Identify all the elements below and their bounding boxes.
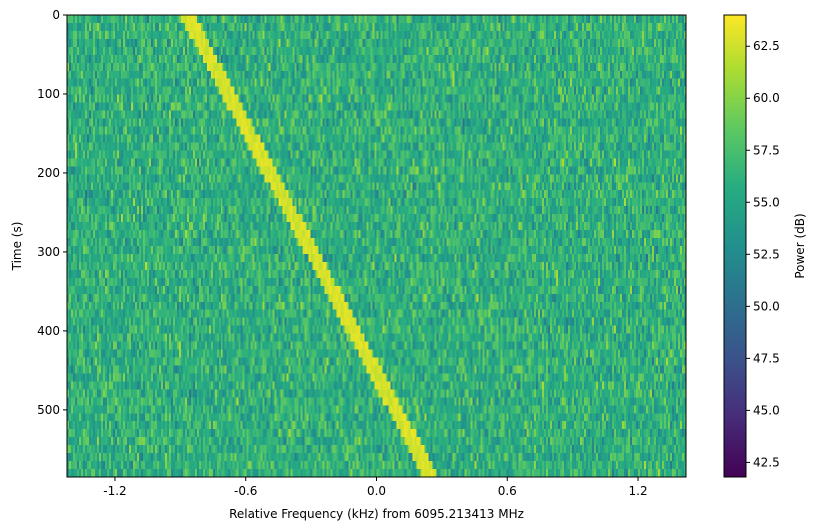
colorbar-tick-label: 42.5 — [753, 455, 780, 469]
y-axis: 0 100 200 300 400 500 — [37, 8, 67, 417]
colorbar-tick-label: 45.0 — [753, 403, 780, 417]
y-tick-label: 400 — [37, 324, 60, 338]
colorbar-tick-label: 47.5 — [753, 351, 780, 365]
colorbar-tick-label: 62.5 — [753, 39, 780, 53]
y-tick-label: 300 — [37, 245, 60, 259]
y-tick-label: 200 — [37, 166, 60, 180]
colorbar-tick-label: 50.0 — [753, 299, 780, 313]
x-tick-label: 1.2 — [629, 484, 648, 498]
x-axis: -1.2 -0.6 0.0 0.6 1.2 — [103, 477, 648, 498]
x-tick-label: -0.6 — [234, 484, 257, 498]
heatmap-cells — [67, 15, 686, 477]
colorbar-tick-label: 57.5 — [753, 143, 780, 157]
y-tick-label: 100 — [37, 87, 60, 101]
x-tick-label: 0.0 — [367, 484, 386, 498]
y-tick-label: 500 — [37, 403, 60, 417]
y-axis-label: Time (s) — [10, 222, 24, 272]
y-tick-label: 0 — [52, 8, 60, 22]
heatmap-plot-area — [67, 15, 686, 477]
colorbar-tick-label: 52.5 — [753, 247, 780, 261]
colorbar-tick-label: 60.0 — [753, 91, 780, 105]
x-axis-label: Relative Frequency (kHz) from 6095.21341… — [229, 507, 524, 521]
colorbar-tick-label: 55.0 — [753, 195, 780, 209]
x-tick-label: -1.2 — [103, 484, 126, 498]
colorbar-axis: 42.5 45.0 47.5 50.0 52.5 55.0 57.5 60.0 62.5 — [746, 39, 780, 469]
colorbar-label: Power (dB) — [793, 213, 807, 278]
colorbar — [723, 14, 747, 478]
x-tick-label: 0.6 — [498, 484, 517, 498]
